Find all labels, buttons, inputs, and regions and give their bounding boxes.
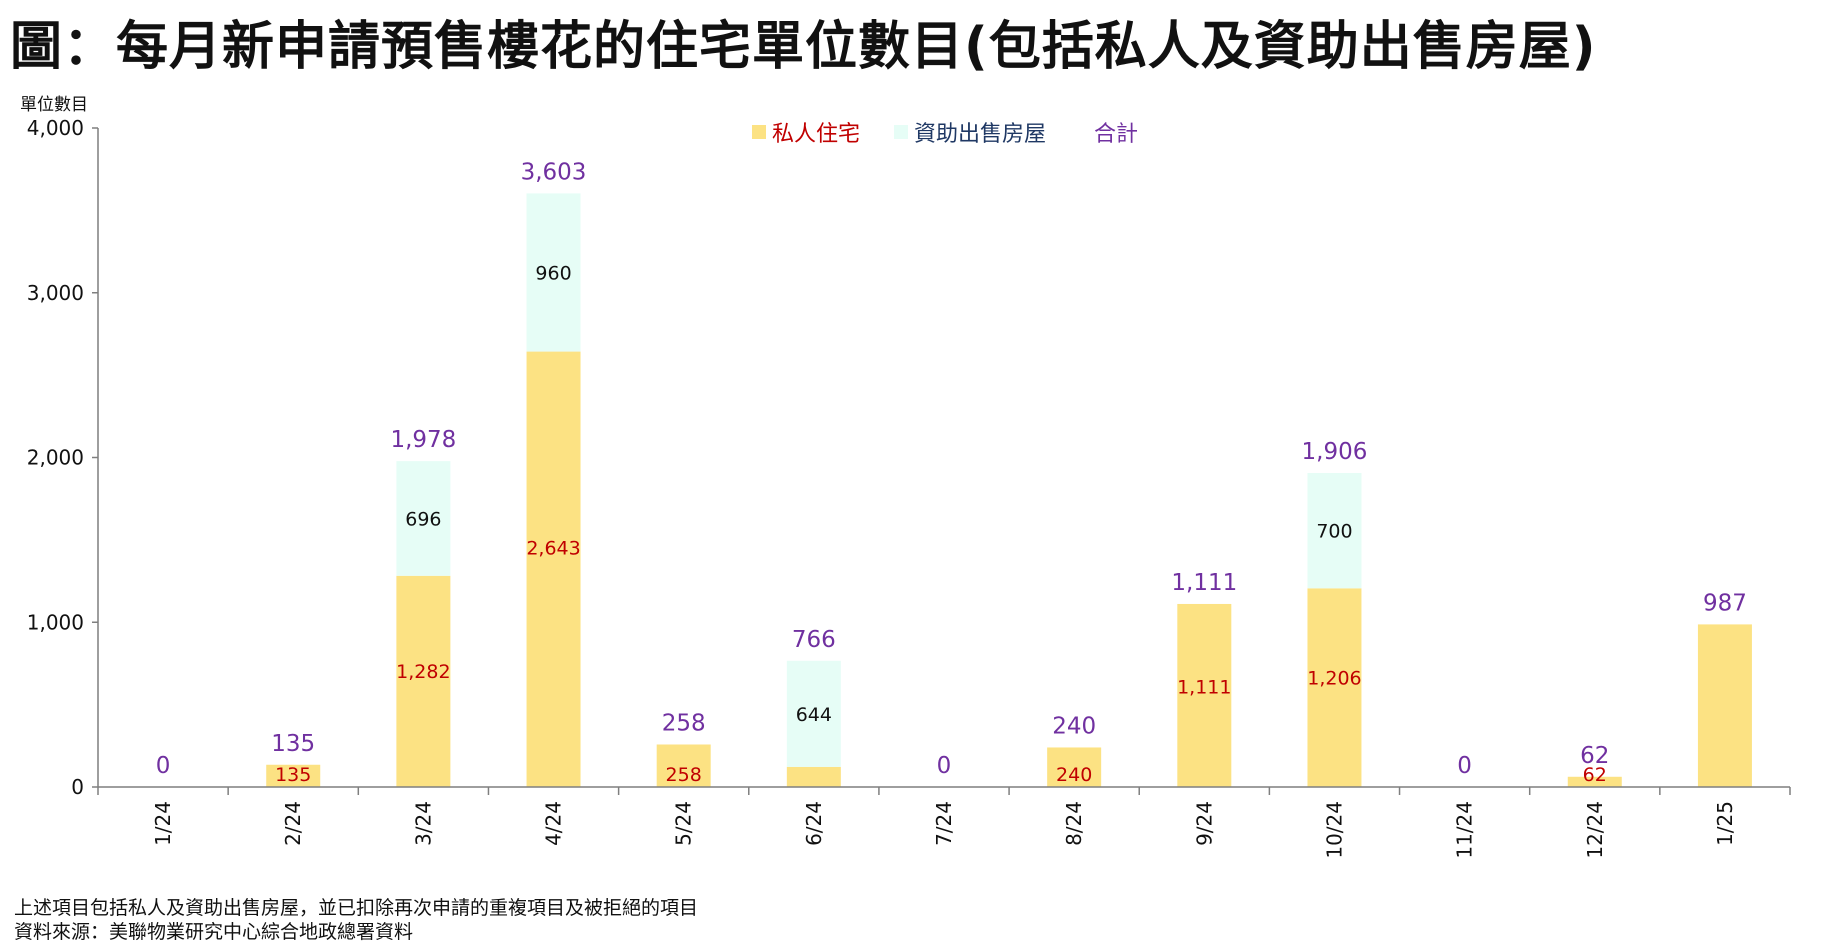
data-label-total: 240 bbox=[1052, 713, 1096, 739]
data-label-private: 2,643 bbox=[526, 538, 580, 560]
bar-subsidized bbox=[786, 660, 841, 767]
data-label-total: 135 bbox=[271, 731, 315, 757]
x-tick-label: 4/24 bbox=[542, 801, 566, 846]
axes-layer: 0 1,000 2,000 3,000 4,000 1/24 2/24 3/24 4/24 5/2… bbox=[27, 116, 1791, 859]
bar-private bbox=[266, 764, 321, 787]
bar-private bbox=[1307, 588, 1362, 787]
x-tick-label: 10/24 bbox=[1322, 801, 1346, 859]
footer-source: 資料來源：美聯物業研究中心綜合地政總署資料 bbox=[14, 921, 414, 943]
bar-subsidized bbox=[526, 193, 581, 352]
data-label-private: 1,282 bbox=[396, 661, 450, 683]
bar-subsidized bbox=[1307, 472, 1362, 589]
legend-item-subsidized: 資助出售房屋 bbox=[894, 116, 1046, 148]
data-label-private: 1,206 bbox=[1307, 668, 1361, 690]
y-tick-label: 3,000 bbox=[27, 281, 84, 305]
bar-private bbox=[1697, 624, 1752, 787]
legend-label-private: 私人住宅 bbox=[772, 122, 861, 147]
data-label-total: 62 bbox=[1580, 743, 1609, 769]
bar-private bbox=[1567, 776, 1622, 787]
data-label-private: 240 bbox=[1056, 764, 1092, 786]
data-label-total: 1,111 bbox=[1171, 570, 1237, 596]
x-tick-label: 5/24 bbox=[672, 801, 696, 846]
legend-label-subsidized: 資助出售房屋 bbox=[914, 122, 1047, 147]
y-tick-label: 4,000 bbox=[27, 116, 84, 140]
legend-label-total: 合計 bbox=[1094, 122, 1139, 147]
footer-note: 上述項目包括私人及資助出售房屋，並已扣除再次申請的重複項目及被拒絕的項目 bbox=[14, 897, 699, 919]
x-tick-label: 12/24 bbox=[1583, 801, 1607, 859]
data-label-total: 0 bbox=[1457, 753, 1472, 779]
data-label-subsidized: 960 bbox=[535, 262, 571, 284]
bar-private bbox=[396, 575, 451, 787]
x-tick-label: 2/24 bbox=[281, 801, 305, 846]
data-label-total: 987 bbox=[1703, 590, 1747, 616]
data-label-total: 3,603 bbox=[521, 159, 587, 185]
bar-private bbox=[1177, 603, 1232, 787]
data-label-private: 258 bbox=[666, 764, 702, 786]
legend-swatch-subsidized bbox=[894, 125, 909, 139]
bar-subsidized bbox=[396, 461, 451, 576]
bar-private bbox=[786, 766, 841, 787]
y-axis-title: 單位數目 bbox=[20, 95, 88, 115]
bar-private bbox=[656, 744, 711, 787]
x-tick-label: 7/24 bbox=[932, 801, 956, 846]
x-tick-label: 6/24 bbox=[802, 801, 826, 846]
data-label-private: 62 bbox=[1583, 764, 1607, 786]
bars-layer bbox=[266, 193, 1752, 787]
data-label-total: 1,978 bbox=[390, 427, 456, 453]
y-tick-label: 1,000 bbox=[27, 610, 84, 634]
x-tick-label: 3/24 bbox=[411, 801, 435, 846]
bar-private bbox=[1047, 747, 1102, 787]
data-label-total: 0 bbox=[156, 753, 171, 779]
x-tick-label: 1/24 bbox=[151, 801, 175, 846]
x-tick-label: 9/24 bbox=[1192, 801, 1216, 846]
data-label-total: 766 bbox=[792, 627, 836, 653]
data-label-total: 1,906 bbox=[1302, 439, 1368, 465]
chart-title: 圖：每月新申請預售樓花的住宅單位數目(包括私人及資助出售房屋) bbox=[10, 17, 1597, 77]
x-tick-label: 8/24 bbox=[1062, 801, 1086, 846]
legend-item-total: 合計 bbox=[1094, 116, 1138, 148]
y-tick-label: 0 bbox=[71, 775, 84, 799]
x-tick-label: 1/25 bbox=[1713, 801, 1737, 846]
data-label-subsidized: 696 bbox=[405, 508, 441, 530]
data-label-subsidized: 700 bbox=[1316, 521, 1352, 543]
y-tick-label: 2,000 bbox=[27, 446, 84, 470]
bar-private bbox=[526, 351, 581, 787]
x-tick-label: 11/24 bbox=[1453, 801, 1477, 859]
data-label-subsidized: 644 bbox=[796, 704, 832, 726]
data-label-private: 1,111 bbox=[1177, 676, 1231, 698]
legend-item-private: 私人住宅 bbox=[752, 116, 860, 148]
legend: 私人住宅 資助出售房屋 合計 bbox=[752, 116, 1172, 148]
labels-layer: 0 135 135 1,282 696 1,978 2,643 960 3,603 258 258 6… bbox=[156, 159, 1747, 786]
data-label-private: 135 bbox=[275, 764, 311, 786]
data-label-total: 0 bbox=[937, 753, 952, 779]
data-label-total: 258 bbox=[662, 710, 706, 736]
legend-swatch-private bbox=[752, 125, 766, 139]
